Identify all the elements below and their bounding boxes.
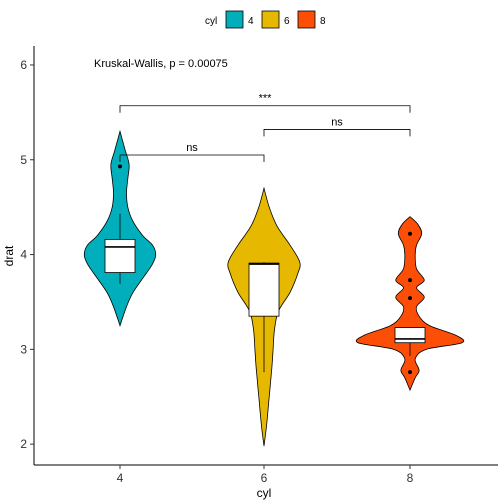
bracket-4-6: ns (119, 142, 265, 163)
legend-swatch (297, 10, 316, 29)
axes: 2 3 4 5 6 4 6 8 cyl drat (2, 46, 498, 500)
violin-group-6 (227, 186, 301, 447)
y-tick-label: 4 (20, 248, 27, 262)
legend-label: 8 (320, 16, 326, 27)
legend-label: 6 (284, 16, 290, 27)
outlier-point (408, 231, 412, 236)
outlier-point (408, 278, 412, 283)
box-8 (394, 327, 426, 344)
legend-swatch (225, 10, 244, 29)
x-tick-label: 4 (117, 471, 124, 485)
legend-item-4: 4 (225, 10, 254, 29)
outlier-point (408, 296, 412, 301)
bracket-line (119, 154, 265, 163)
bracket-line (119, 105, 411, 113)
legend-item-6: 6 (261, 10, 290, 29)
legend-label: 4 (248, 16, 254, 27)
x-tick-label: 6 (261, 471, 268, 485)
kruskal-wallis-annotation: Kruskal-Wallis, p = 0.00075 (94, 58, 228, 70)
legend-swatch (261, 10, 280, 29)
y-tick-label: 6 (20, 58, 27, 72)
legend: cyl 4 6 8 (205, 10, 326, 29)
violin-group-4 (83, 129, 157, 327)
bracket-6-8: ns (263, 116, 411, 137)
violin-group-8 (355, 216, 465, 392)
y-tick-label: 5 (20, 153, 27, 167)
outlier-point (408, 370, 412, 375)
comparison-brackets: ns ns *** (119, 93, 411, 163)
bracket-4-8: *** (119, 93, 411, 113)
violin-8 (355, 216, 465, 392)
plot-area (83, 129, 465, 447)
legend-title: cyl (205, 16, 217, 27)
bracket-label: *** (259, 93, 273, 105)
y-axis-title: drat (2, 245, 16, 266)
bracket-line (263, 129, 411, 137)
bracket-label: ns (186, 142, 198, 154)
outlier-point (118, 164, 122, 169)
y-tick-label: 3 (20, 342, 27, 356)
bracket-label: ns (331, 116, 343, 128)
legend-item-8: 8 (297, 10, 326, 29)
x-axis-title: cyl (257, 486, 272, 500)
box-4 (104, 238, 136, 273)
x-tick-label: 8 (407, 471, 414, 485)
y-tick-label: 2 (20, 437, 27, 451)
box-6 (248, 262, 280, 317)
